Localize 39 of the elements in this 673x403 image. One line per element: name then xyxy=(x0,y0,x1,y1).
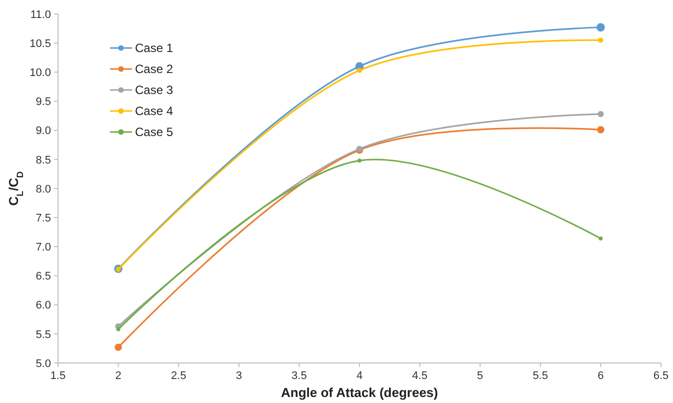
y-tick-label: 7.0 xyxy=(36,242,51,254)
y-tick-label: 9.5 xyxy=(36,96,51,108)
legend-label: Case 4 xyxy=(135,104,174,118)
x-tick-label: 5.5 xyxy=(532,370,548,382)
y-tick-label: 8.0 xyxy=(36,183,51,196)
y-tick-label: 10.5 xyxy=(30,38,51,50)
point xyxy=(116,327,120,332)
point xyxy=(598,38,604,43)
point xyxy=(598,110,604,118)
point xyxy=(114,344,122,351)
y-tick-label: 11.0 xyxy=(30,8,51,21)
y-tick-label: 8.5 xyxy=(36,154,51,166)
x-tick-label: 3 xyxy=(236,370,242,382)
x-tick-label: 5 xyxy=(477,370,484,382)
x-tick-label: 4 xyxy=(356,370,363,382)
x-tick-label: 6.5 xyxy=(653,370,669,382)
point xyxy=(596,23,605,32)
x-tick-label: 1.5 xyxy=(50,370,66,382)
x-tick-label: 2.5 xyxy=(170,370,186,382)
legend-label: Case 2 xyxy=(135,62,174,76)
x-tick-label: 6 xyxy=(598,370,604,382)
y-tick-label: 6.5 xyxy=(36,270,51,283)
x-tick-label: 3.5 xyxy=(292,370,307,382)
y-tick-label: 6.0 xyxy=(36,300,51,312)
y-tick-label: 10.0 xyxy=(30,67,51,80)
legend-label: Case 5 xyxy=(135,125,174,140)
point xyxy=(358,158,362,163)
x-axis-title: Angle of Attack (degrees) xyxy=(281,385,438,400)
y-tick-label: 7.5 xyxy=(36,212,51,224)
legend-label: Case 1 xyxy=(135,41,174,56)
y-tick-label: 5.0 xyxy=(36,358,51,370)
x-tick-label: 4.5 xyxy=(412,370,428,382)
y-tick-label: 9.0 xyxy=(36,125,51,138)
point xyxy=(356,68,362,73)
legend-label: Case 3 xyxy=(135,83,174,98)
y-tick-label: 5.5 xyxy=(36,328,51,341)
point xyxy=(597,126,604,134)
point xyxy=(598,236,603,241)
x-tick-label: 2 xyxy=(115,370,122,382)
